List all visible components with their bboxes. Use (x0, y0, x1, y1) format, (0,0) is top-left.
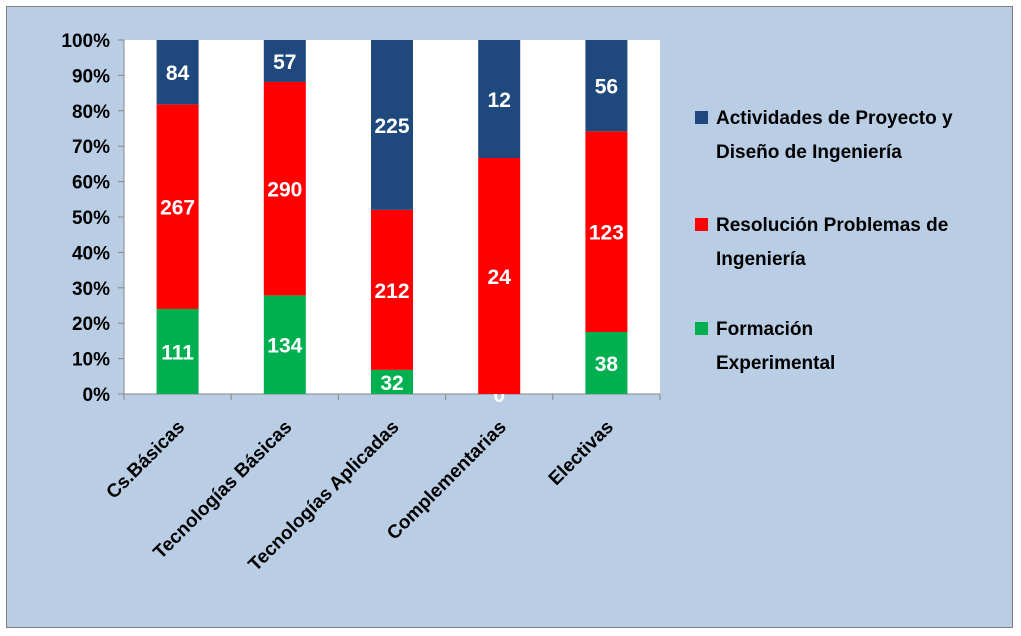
bar-segment (478, 158, 521, 394)
y-tick-label: 20% (72, 314, 110, 335)
bar-segment (478, 40, 521, 158)
data-label: 12 (488, 89, 511, 112)
x-category-label: Complementarias (383, 417, 511, 545)
bar-segment (371, 369, 413, 394)
y-tick-label: 70% (72, 137, 110, 158)
bar-segment (371, 209, 413, 370)
y-tick-label: 40% (72, 243, 110, 264)
legend-label: Experimental (716, 353, 835, 374)
data-label: 56 (595, 76, 618, 99)
bar-segment (263, 40, 306, 82)
data-label: 0 (493, 384, 505, 407)
data-label: 225 (374, 115, 409, 138)
data-label: 212 (374, 280, 409, 303)
x-category-label: Electivas (545, 417, 618, 490)
bar-segment (585, 131, 628, 333)
y-tick-label: 30% (72, 279, 110, 300)
legend-label: Formación (716, 319, 813, 340)
data-label: 111 (161, 341, 194, 364)
data-label: 290 (267, 179, 302, 202)
legend-label: Actividades de Proyecto y (716, 108, 953, 129)
bar-segment (156, 308, 199, 394)
y-tick-label: 100% (61, 31, 110, 52)
bar-segment (263, 295, 306, 394)
legend-label: Diseño de Ingeniería (716, 142, 902, 163)
y-tick-label: 0% (83, 385, 111, 406)
legend-label: Ingeniería (716, 249, 806, 270)
legend-label: Resolución Problemas de (716, 215, 948, 236)
data-label: 24 (488, 266, 512, 289)
data-label: 32 (380, 372, 403, 395)
bar-segment (371, 40, 413, 210)
data-label: 134 (267, 335, 302, 358)
y-tick-label: 50% (72, 208, 110, 229)
data-label: 123 (589, 222, 624, 245)
legend-swatch (695, 218, 708, 231)
data-label: 84 (166, 62, 190, 85)
data-label: 267 (160, 197, 195, 220)
y-tick-label: 80% (72, 102, 110, 123)
y-tick-label: 90% (72, 66, 110, 87)
bar-segment (585, 332, 628, 394)
data-label: 57 (273, 51, 296, 74)
bar-segment (585, 40, 628, 132)
legend-swatch (695, 322, 708, 335)
y-tick-label: 10% (72, 350, 110, 371)
x-category-label: Cs.Básicas (103, 417, 190, 504)
bar-segment (156, 40, 199, 105)
bar-segment (156, 104, 199, 309)
bar-segment (263, 81, 306, 296)
legend-swatch (695, 111, 708, 124)
data-label: 38 (595, 353, 619, 376)
y-tick-label: 60% (72, 173, 110, 194)
